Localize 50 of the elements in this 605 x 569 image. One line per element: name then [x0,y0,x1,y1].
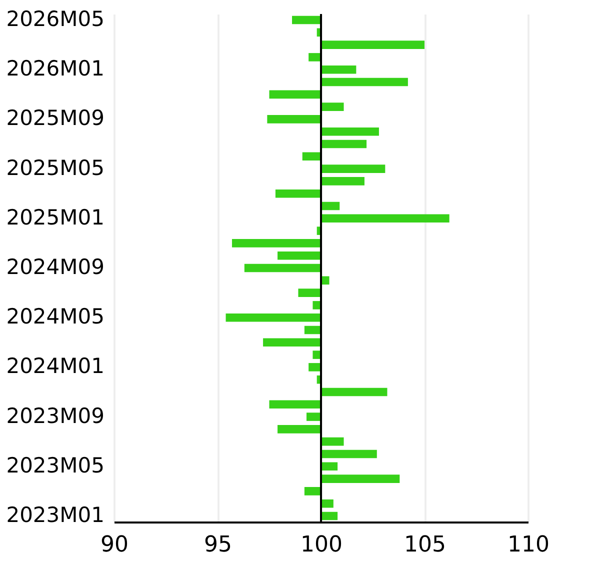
bar [269,90,321,99]
y-tick-label: 2024M01 [6,354,104,378]
bar [321,78,408,86]
bar [321,127,379,136]
y-tick-label: 2025M09 [6,106,104,130]
bar [321,164,386,173]
bar [263,338,321,347]
bar [321,65,356,74]
bar [232,239,321,248]
bar [278,251,321,260]
bar [321,202,340,210]
y-tick-label: 2023M09 [6,404,104,428]
bar [321,512,338,520]
bar [306,412,321,421]
x-tick-label: 95 [204,532,232,558]
bar [226,313,321,322]
bar [304,326,321,334]
bar [292,16,321,24]
y-tick-label: 2025M05 [6,156,104,180]
bar [278,425,321,434]
bar [267,115,321,124]
x-tick-label: 105 [404,532,446,558]
bar [321,462,338,471]
bar [275,189,321,198]
bar [321,214,450,223]
bar [321,40,424,49]
x-tick-label: 90 [100,532,128,558]
bar [244,264,321,272]
bar [321,437,344,446]
y-tick-label: 2026M01 [6,56,104,81]
bar [269,400,321,409]
bar [321,177,364,186]
y-tick-label: 2024M05 [6,304,104,329]
bar [308,363,321,372]
bar [321,102,344,111]
bar [321,140,367,148]
bar [298,288,321,297]
bar [308,53,321,62]
y-tick-label: 2023M01 [6,502,104,527]
y-tick-label: 2023M05 [6,453,104,478]
y-tick-label: 2025M01 [6,205,104,230]
bar [321,388,388,396]
y-tick-label: 2024M09 [6,255,104,279]
bar [321,450,377,458]
x-tick-label: 100 [300,532,342,558]
bar [304,487,321,496]
bar [302,152,321,161]
x-tick-label: 110 [508,532,550,558]
y-tick-label: 2026M05 [6,7,104,32]
bar [321,474,400,483]
